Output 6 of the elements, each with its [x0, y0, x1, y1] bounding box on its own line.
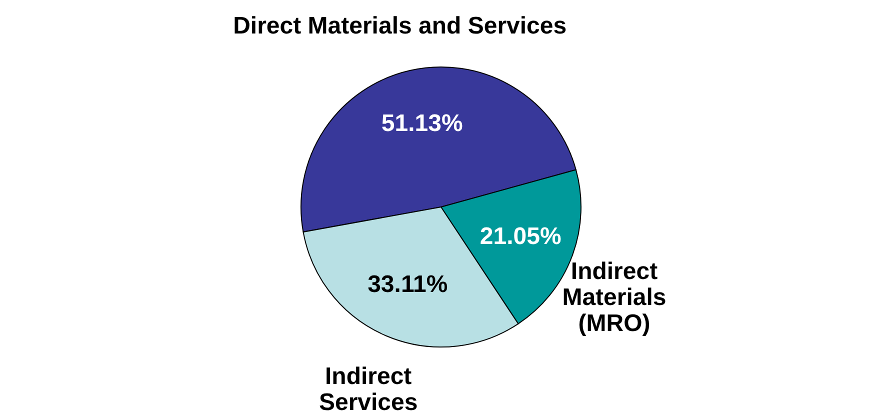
slice-label: Indirect Services [318, 363, 418, 415]
slice-label: Direct Materials and Services [233, 12, 567, 40]
data-label: 51.13% [381, 110, 463, 138]
data-label: 21.05% [480, 222, 562, 250]
slice-label: Indirect Materials (MRO) [562, 258, 666, 337]
data-label: 33.11% [368, 271, 448, 298]
